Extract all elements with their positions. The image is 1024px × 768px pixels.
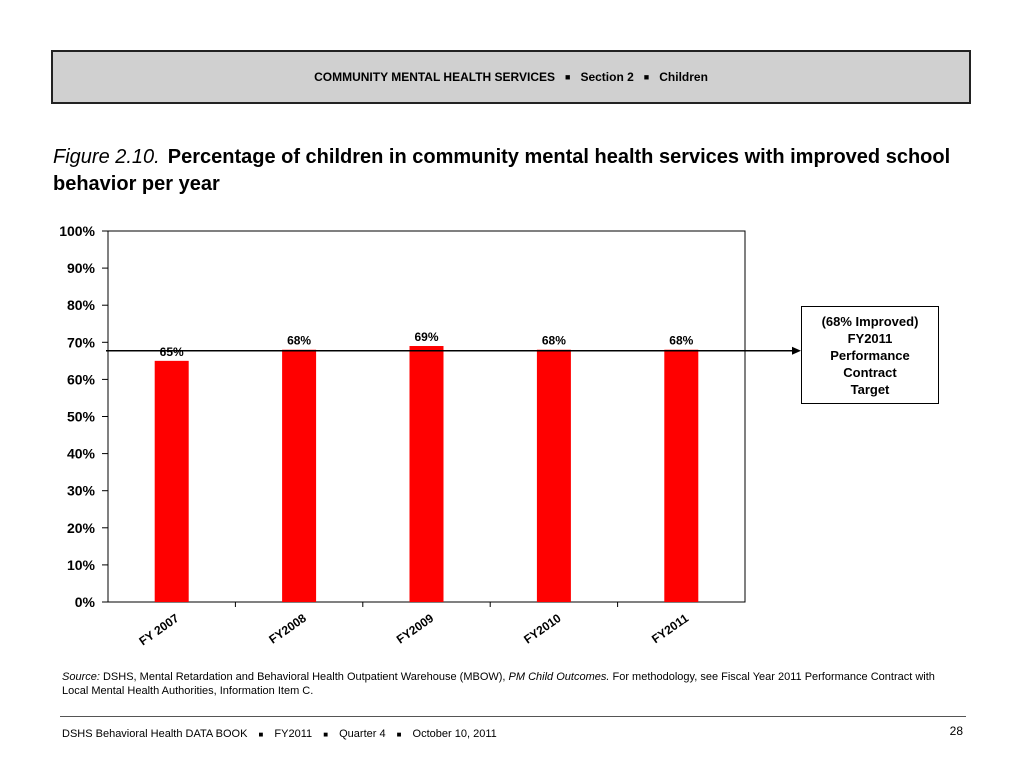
source-label: Source: (62, 671, 100, 683)
footer-separator: ■ (258, 730, 264, 739)
target-arrowhead (792, 346, 801, 355)
data-label: 68% (542, 334, 566, 348)
footer-date: October 10, 2011 (412, 728, 497, 740)
y-tick-label: 50% (67, 409, 96, 425)
target-line-4: Contract (843, 364, 897, 380)
footer-separator: ■ (396, 730, 402, 739)
y-tick-label: 20% (67, 520, 96, 536)
bar (536, 349, 571, 602)
bar (664, 349, 699, 602)
footer-quarter: Quarter 4 (339, 728, 386, 740)
category-label: FY2011 (649, 611, 691, 646)
y-tick-label: 100% (59, 223, 95, 239)
bar (154, 360, 189, 602)
bar (409, 346, 444, 602)
header-separator: ■ (565, 72, 571, 82)
source-text-2: For methodology, see Fiscal Year 2011 Pe… (62, 671, 935, 697)
footer-separator: ■ (323, 730, 329, 739)
source-note: Source: DSHS, Mental Retardation and Beh… (62, 670, 962, 698)
data-label: 69% (414, 330, 438, 344)
footer-fiscal-year: FY2011 (274, 728, 313, 740)
bar (282, 349, 317, 602)
data-label: 65% (160, 345, 184, 359)
target-line-5: Target (850, 381, 890, 397)
y-tick-label: 40% (67, 446, 96, 462)
section-header-banner: COMMUNITY MENTAL HEALTH SERVICES ■ Secti… (51, 50, 971, 104)
footer: DSHS Behavioral Health DATA BOOK ■ FY201… (62, 728, 497, 740)
target-line-2: FY2011 (847, 330, 893, 346)
header-section: Section 2 (580, 70, 634, 84)
footer-book: DSHS Behavioral Health DATA BOOK (62, 728, 248, 740)
target-line-3: Performance (830, 347, 910, 363)
category-label: FY2008 (266, 611, 309, 647)
source-text-1: DSHS, Mental Retardation and Behavioral … (102, 671, 506, 683)
header-separator: ■ (643, 72, 650, 82)
footer-divider (60, 716, 966, 717)
data-label: 68% (287, 334, 311, 348)
page-number: 28 (949, 724, 963, 738)
category-label: FY2010 (521, 611, 564, 647)
source-dataset: PM Child Outcomes. (508, 671, 610, 683)
figure-label: Figure 2.10. (53, 146, 160, 168)
data-label: 68% (669, 334, 693, 348)
y-tick-label: 90% (67, 260, 96, 276)
y-tick-label: 10% (67, 557, 96, 573)
figure-title: Figure 2.10. Percentage of children in co… (53, 144, 953, 198)
y-tick-label: 80% (67, 297, 96, 313)
y-tick-label: 30% (67, 483, 96, 499)
y-tick-label: 60% (67, 371, 96, 387)
figure-title-text: Percentage of children in community ment… (53, 146, 951, 195)
target-line-1: (68% Improved) (821, 313, 919, 329)
category-label: FY2009 (394, 611, 437, 647)
header-section-title: COMMUNITY MENTAL HEALTH SERVICES (314, 70, 555, 84)
y-tick-label: 70% (67, 334, 96, 350)
category-label: FY 2007 (136, 611, 181, 649)
header-topic: Children (659, 70, 708, 84)
y-tick-label: 0% (75, 594, 96, 610)
target-annotation-box: (68% Improved) FY2011 Performance Contra… (801, 306, 939, 404)
